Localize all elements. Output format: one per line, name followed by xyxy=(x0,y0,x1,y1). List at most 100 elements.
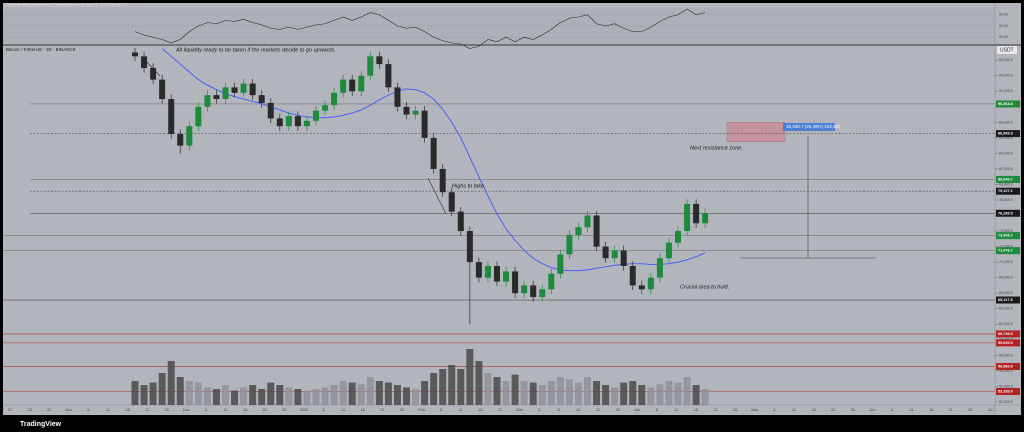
volume-bar xyxy=(430,373,438,405)
x-tick-label: 2024 xyxy=(300,408,308,412)
x-tick-label: 17 xyxy=(8,408,12,412)
price-label-box xyxy=(996,247,1020,255)
candle-body xyxy=(484,265,491,278)
volume-bar xyxy=(176,377,184,405)
annotation: Next resistance zone. xyxy=(690,145,743,151)
x-tick-label: 6 xyxy=(205,408,207,412)
x-tick-label: 16 xyxy=(576,408,580,412)
volume-bar xyxy=(556,377,564,405)
candle-body xyxy=(403,106,410,115)
volume-bar xyxy=(158,373,166,405)
currency: USDT xyxy=(1000,47,1014,53)
volume-bar xyxy=(393,385,401,405)
volume-bar xyxy=(276,385,284,405)
y-tick-label: 94,000.0 xyxy=(999,74,1013,78)
x-tick-label: 21 xyxy=(380,408,384,412)
volume-bar xyxy=(692,385,700,405)
volume-bar xyxy=(249,385,257,405)
price-label: 80,646.7 xyxy=(998,177,1013,181)
candle-body xyxy=(231,87,238,93)
candle-body xyxy=(457,211,464,232)
price-label: 56,560.0 xyxy=(998,364,1013,368)
x-tick-label: 11 xyxy=(792,408,796,412)
volume-bar xyxy=(348,382,356,405)
volume-bar xyxy=(466,349,474,405)
volume-bar xyxy=(375,381,383,405)
candle-body xyxy=(313,110,319,121)
candle-body xyxy=(421,110,428,138)
x-tick-label: 26 xyxy=(400,408,404,412)
price-label-box xyxy=(996,100,1020,108)
x-tick-label: 11 xyxy=(224,408,228,412)
price-label: 53,339.0 xyxy=(998,389,1013,393)
candle-body xyxy=(159,79,166,100)
volume-bar xyxy=(212,389,220,405)
volume-bar xyxy=(665,381,673,405)
volume-bar xyxy=(357,384,365,405)
candle-body xyxy=(376,56,383,65)
candle-body xyxy=(466,231,473,263)
x-tick-label: 21 xyxy=(596,408,600,412)
price-label-box xyxy=(996,209,1020,217)
candle-body xyxy=(331,92,338,106)
candle-body xyxy=(675,231,681,243)
rsi-tick-label: 60.00 xyxy=(999,13,1008,17)
y-tick-label: 56,000.0 xyxy=(999,369,1013,373)
x-tick-label: 11 xyxy=(341,408,345,412)
volume-bar xyxy=(538,385,546,405)
y-tick-label: 78,000.0 xyxy=(999,198,1013,202)
volume-bar xyxy=(493,377,501,405)
volume-bar xyxy=(602,385,610,405)
x-tick-label: Mar xyxy=(516,408,523,412)
volume-bar xyxy=(222,385,229,405)
price-label-box xyxy=(996,296,1020,304)
candle-body xyxy=(213,95,220,100)
resistance-zone xyxy=(726,122,786,142)
candle-body xyxy=(684,203,691,232)
x-tick-label: 21 xyxy=(949,408,953,412)
candle-body xyxy=(647,277,654,290)
candle-body xyxy=(385,64,392,88)
brand[interactable]: TradingView xyxy=(20,421,62,428)
candle-body xyxy=(656,258,663,278)
x-tick-label: 23 xyxy=(27,408,31,412)
candle-body xyxy=(177,133,184,146)
volume-bar xyxy=(285,387,293,405)
x-tick-label: Jul xyxy=(988,408,993,412)
y-tick-label: 88,000.0 xyxy=(999,120,1013,124)
x-tick-label: 26 xyxy=(615,408,619,412)
y-tick-label: 96,000.0 xyxy=(999,58,1013,62)
x-tick-label: 6 xyxy=(891,408,893,412)
x-tick-label: 16 xyxy=(478,408,482,412)
volume-bar xyxy=(149,382,157,405)
y-tick-label: 74,000.0 xyxy=(999,229,1013,233)
annotation: All liquidity ready to be taken if the m… xyxy=(175,47,336,53)
moving-average xyxy=(161,48,706,272)
chart-area xyxy=(3,3,1021,415)
symbol-title: Bitcoin / TetherUS · 1D · BINANCE xyxy=(6,47,76,52)
volume-bar xyxy=(584,377,591,405)
x-tick-label: 21 xyxy=(263,408,267,412)
x-tick-label: 6 xyxy=(656,408,658,412)
candle-body xyxy=(611,250,618,259)
x-tick-label: 16 xyxy=(929,408,933,412)
measure-label: 15,340.7 (25.48%) 153,407 xyxy=(786,124,841,129)
candle-body xyxy=(322,105,329,111)
candle-body xyxy=(412,110,419,115)
rsi-tick-label: 50.00 xyxy=(999,24,1008,28)
y-tick-label: 64,000.0 xyxy=(999,307,1013,311)
x-tick-label: 21 xyxy=(145,408,149,412)
x-tick-label: 11 xyxy=(557,408,561,412)
candle-body xyxy=(584,215,591,228)
candle-body xyxy=(150,67,157,80)
candle-body xyxy=(186,126,193,146)
volume-bar xyxy=(412,389,420,405)
price-label: 59,600.0 xyxy=(998,341,1013,345)
volume-bar xyxy=(439,369,447,405)
candle-body xyxy=(539,289,546,298)
candle-body xyxy=(349,79,356,92)
y-tick-label: 54,000.0 xyxy=(999,384,1013,388)
volume-bar xyxy=(656,384,664,405)
volume-bar xyxy=(258,389,266,405)
x-tick-label: 6 xyxy=(87,408,89,412)
